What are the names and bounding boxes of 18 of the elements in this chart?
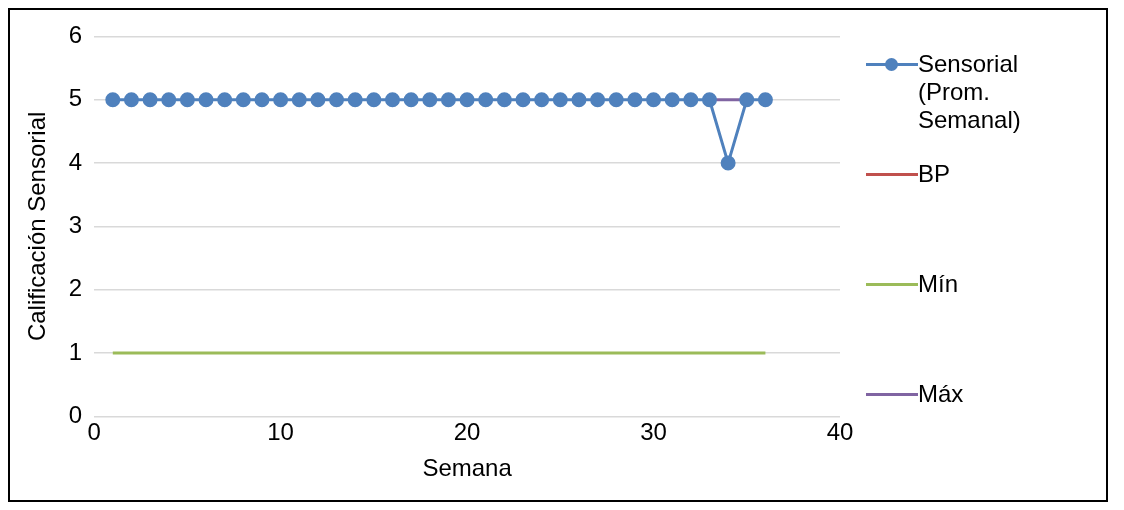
y-tick-label: 1: [68, 337, 83, 365]
legend-label: BP: [918, 160, 951, 188]
y-tick-label: 2: [68, 274, 83, 302]
y-tick-label: 5: [68, 84, 83, 112]
x-tick-label: 20: [453, 418, 481, 446]
x-tick-label: 0: [87, 418, 101, 446]
y-tick-label: 0: [68, 401, 83, 429]
y-axis-title: Calificación Sensorial: [23, 111, 51, 342]
y-tick-label: 3: [68, 211, 83, 239]
legend-label: Mín: [918, 270, 959, 298]
y-tick-label: 4: [68, 147, 83, 175]
legend-label: Máx: [918, 380, 965, 408]
x-axis-title: Semana: [422, 454, 513, 482]
y-tick-label: 6: [68, 21, 83, 49]
x-tick-label: 10: [267, 418, 294, 446]
x-tick-label: 40: [826, 418, 854, 446]
legend-label: Sensorial (Prom. Semanal): [918, 50, 1022, 134]
x-tick-label: 30: [640, 418, 667, 446]
